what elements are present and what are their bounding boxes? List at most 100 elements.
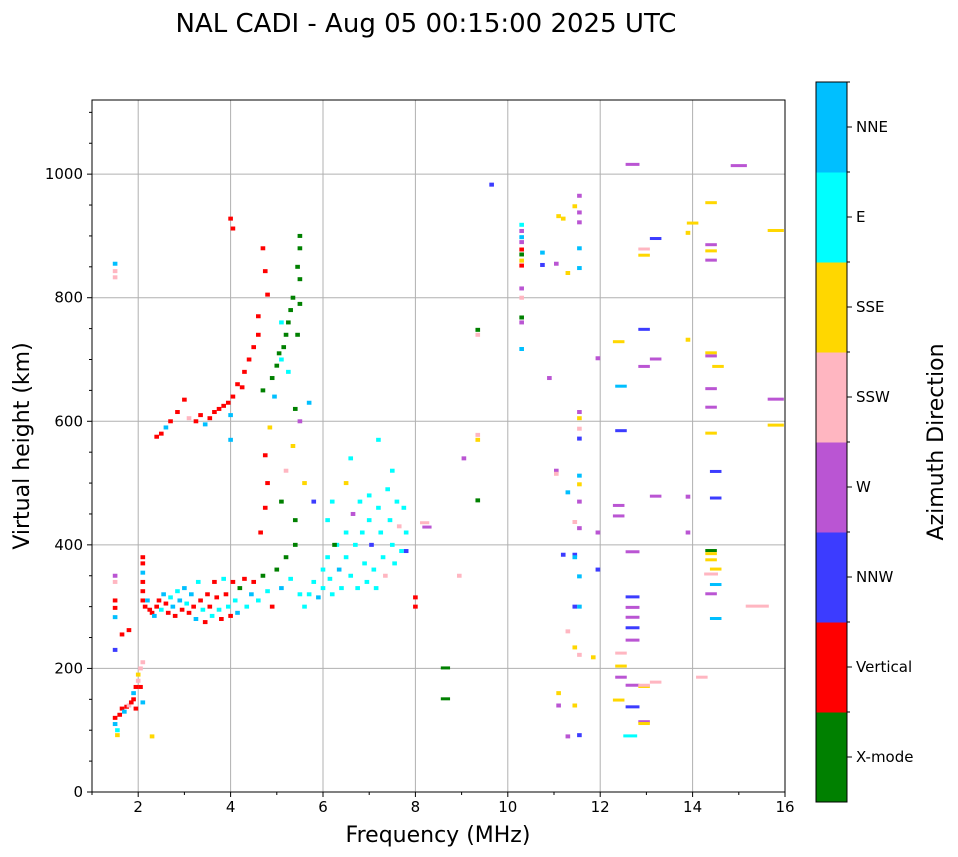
y-tick-label: 800 (54, 289, 83, 307)
colorbar-segment-sse (816, 262, 847, 353)
point-w (565, 734, 571, 739)
point-vertical (246, 357, 252, 362)
point-w (649, 357, 662, 361)
point-nnw (489, 182, 494, 187)
point-nne (122, 709, 127, 714)
point-vertical (258, 530, 263, 535)
point-sse (343, 481, 349, 486)
point-x-mode (269, 376, 275, 381)
point-nne (565, 490, 571, 495)
point-x-mode (297, 277, 303, 282)
point-vertical (223, 592, 229, 597)
point-e (364, 579, 370, 584)
point-nne (272, 394, 277, 399)
point-vertical (230, 226, 236, 231)
point-vertical (182, 397, 187, 402)
point-e (373, 586, 379, 591)
point-w (556, 703, 561, 708)
colorbar-segment-x-mode (816, 712, 847, 803)
point-vertical (228, 613, 233, 618)
point-nne (112, 615, 118, 620)
point-ssw (140, 660, 146, 665)
point-e (325, 518, 330, 523)
point-vertical (212, 579, 217, 584)
point-e (216, 607, 222, 612)
colorbar-segment-nnw (816, 532, 847, 623)
point-w (730, 164, 747, 168)
point-sse (572, 645, 578, 650)
point-x-mode (288, 308, 293, 313)
point-vertical (156, 598, 162, 603)
point-nne (577, 473, 582, 478)
point-vertical (186, 610, 192, 615)
point-nne (163, 425, 169, 430)
point-x-mode (705, 549, 717, 553)
point-e (158, 607, 164, 612)
point-vertical (242, 576, 247, 581)
point-nne (577, 574, 582, 579)
colorbar-label: Azimuth Direction (924, 343, 949, 540)
point-nnw (311, 499, 317, 504)
point-vertical (112, 605, 118, 610)
point-x-mode (332, 542, 337, 547)
point-e (329, 499, 335, 504)
point-nnw (615, 429, 627, 433)
point-e (286, 369, 291, 374)
colorbar-tick-label: SSW (856, 388, 890, 406)
point-sse (638, 722, 650, 726)
point-sse (302, 481, 307, 486)
colorbar-tick-label: W (856, 478, 871, 496)
point-vertical (207, 604, 213, 609)
point-e (343, 555, 349, 560)
point-w (519, 286, 524, 291)
point-vertical (138, 684, 143, 689)
point-w (612, 503, 625, 507)
point-nne (112, 722, 118, 727)
point-x-mode (292, 542, 298, 547)
colorbar-segment-vertical (816, 622, 847, 713)
point-ssw (696, 675, 708, 679)
point-vertical (262, 453, 268, 458)
x-tick-label: 8 (411, 798, 421, 816)
point-e (265, 589, 270, 594)
point-sse (615, 664, 627, 668)
point-sse (556, 691, 561, 696)
point-e (366, 493, 372, 498)
point-vertical (154, 604, 159, 609)
colorbar-tick-label: Vertical (856, 658, 912, 676)
point-sse (135, 672, 141, 677)
point-ssw (572, 519, 578, 524)
point-vertical (251, 579, 257, 584)
point-vertical (191, 604, 196, 609)
point-w (767, 397, 784, 401)
point-ssw (420, 521, 430, 525)
x-tick-label: 14 (683, 798, 702, 816)
point-vertical (207, 416, 213, 421)
point-w (625, 638, 640, 642)
point-x-mode (292, 406, 298, 411)
point-nne (161, 592, 166, 597)
point-vertical (140, 555, 146, 560)
point-x-mode (475, 327, 481, 332)
point-ssw (126, 703, 132, 708)
colorbar-tick-label: SSE (856, 298, 885, 316)
point-ssw (112, 579, 118, 584)
point-e (225, 604, 231, 609)
point-vertical (235, 382, 240, 387)
point-nne (193, 617, 199, 621)
point-sse (638, 253, 650, 257)
colorbar-segment-e (816, 172, 847, 263)
colorbar-segment-w (816, 442, 847, 533)
point-nne (279, 586, 284, 591)
point-sse (577, 482, 582, 487)
point-x-mode (276, 351, 282, 356)
data-points (112, 162, 784, 739)
point-e (329, 592, 335, 597)
point-vertical (133, 706, 139, 711)
point-ssw (615, 651, 627, 655)
point-nne (249, 592, 254, 597)
colorbar-tick-label: E (856, 208, 865, 226)
point-w (705, 405, 717, 409)
point-e (320, 586, 326, 591)
